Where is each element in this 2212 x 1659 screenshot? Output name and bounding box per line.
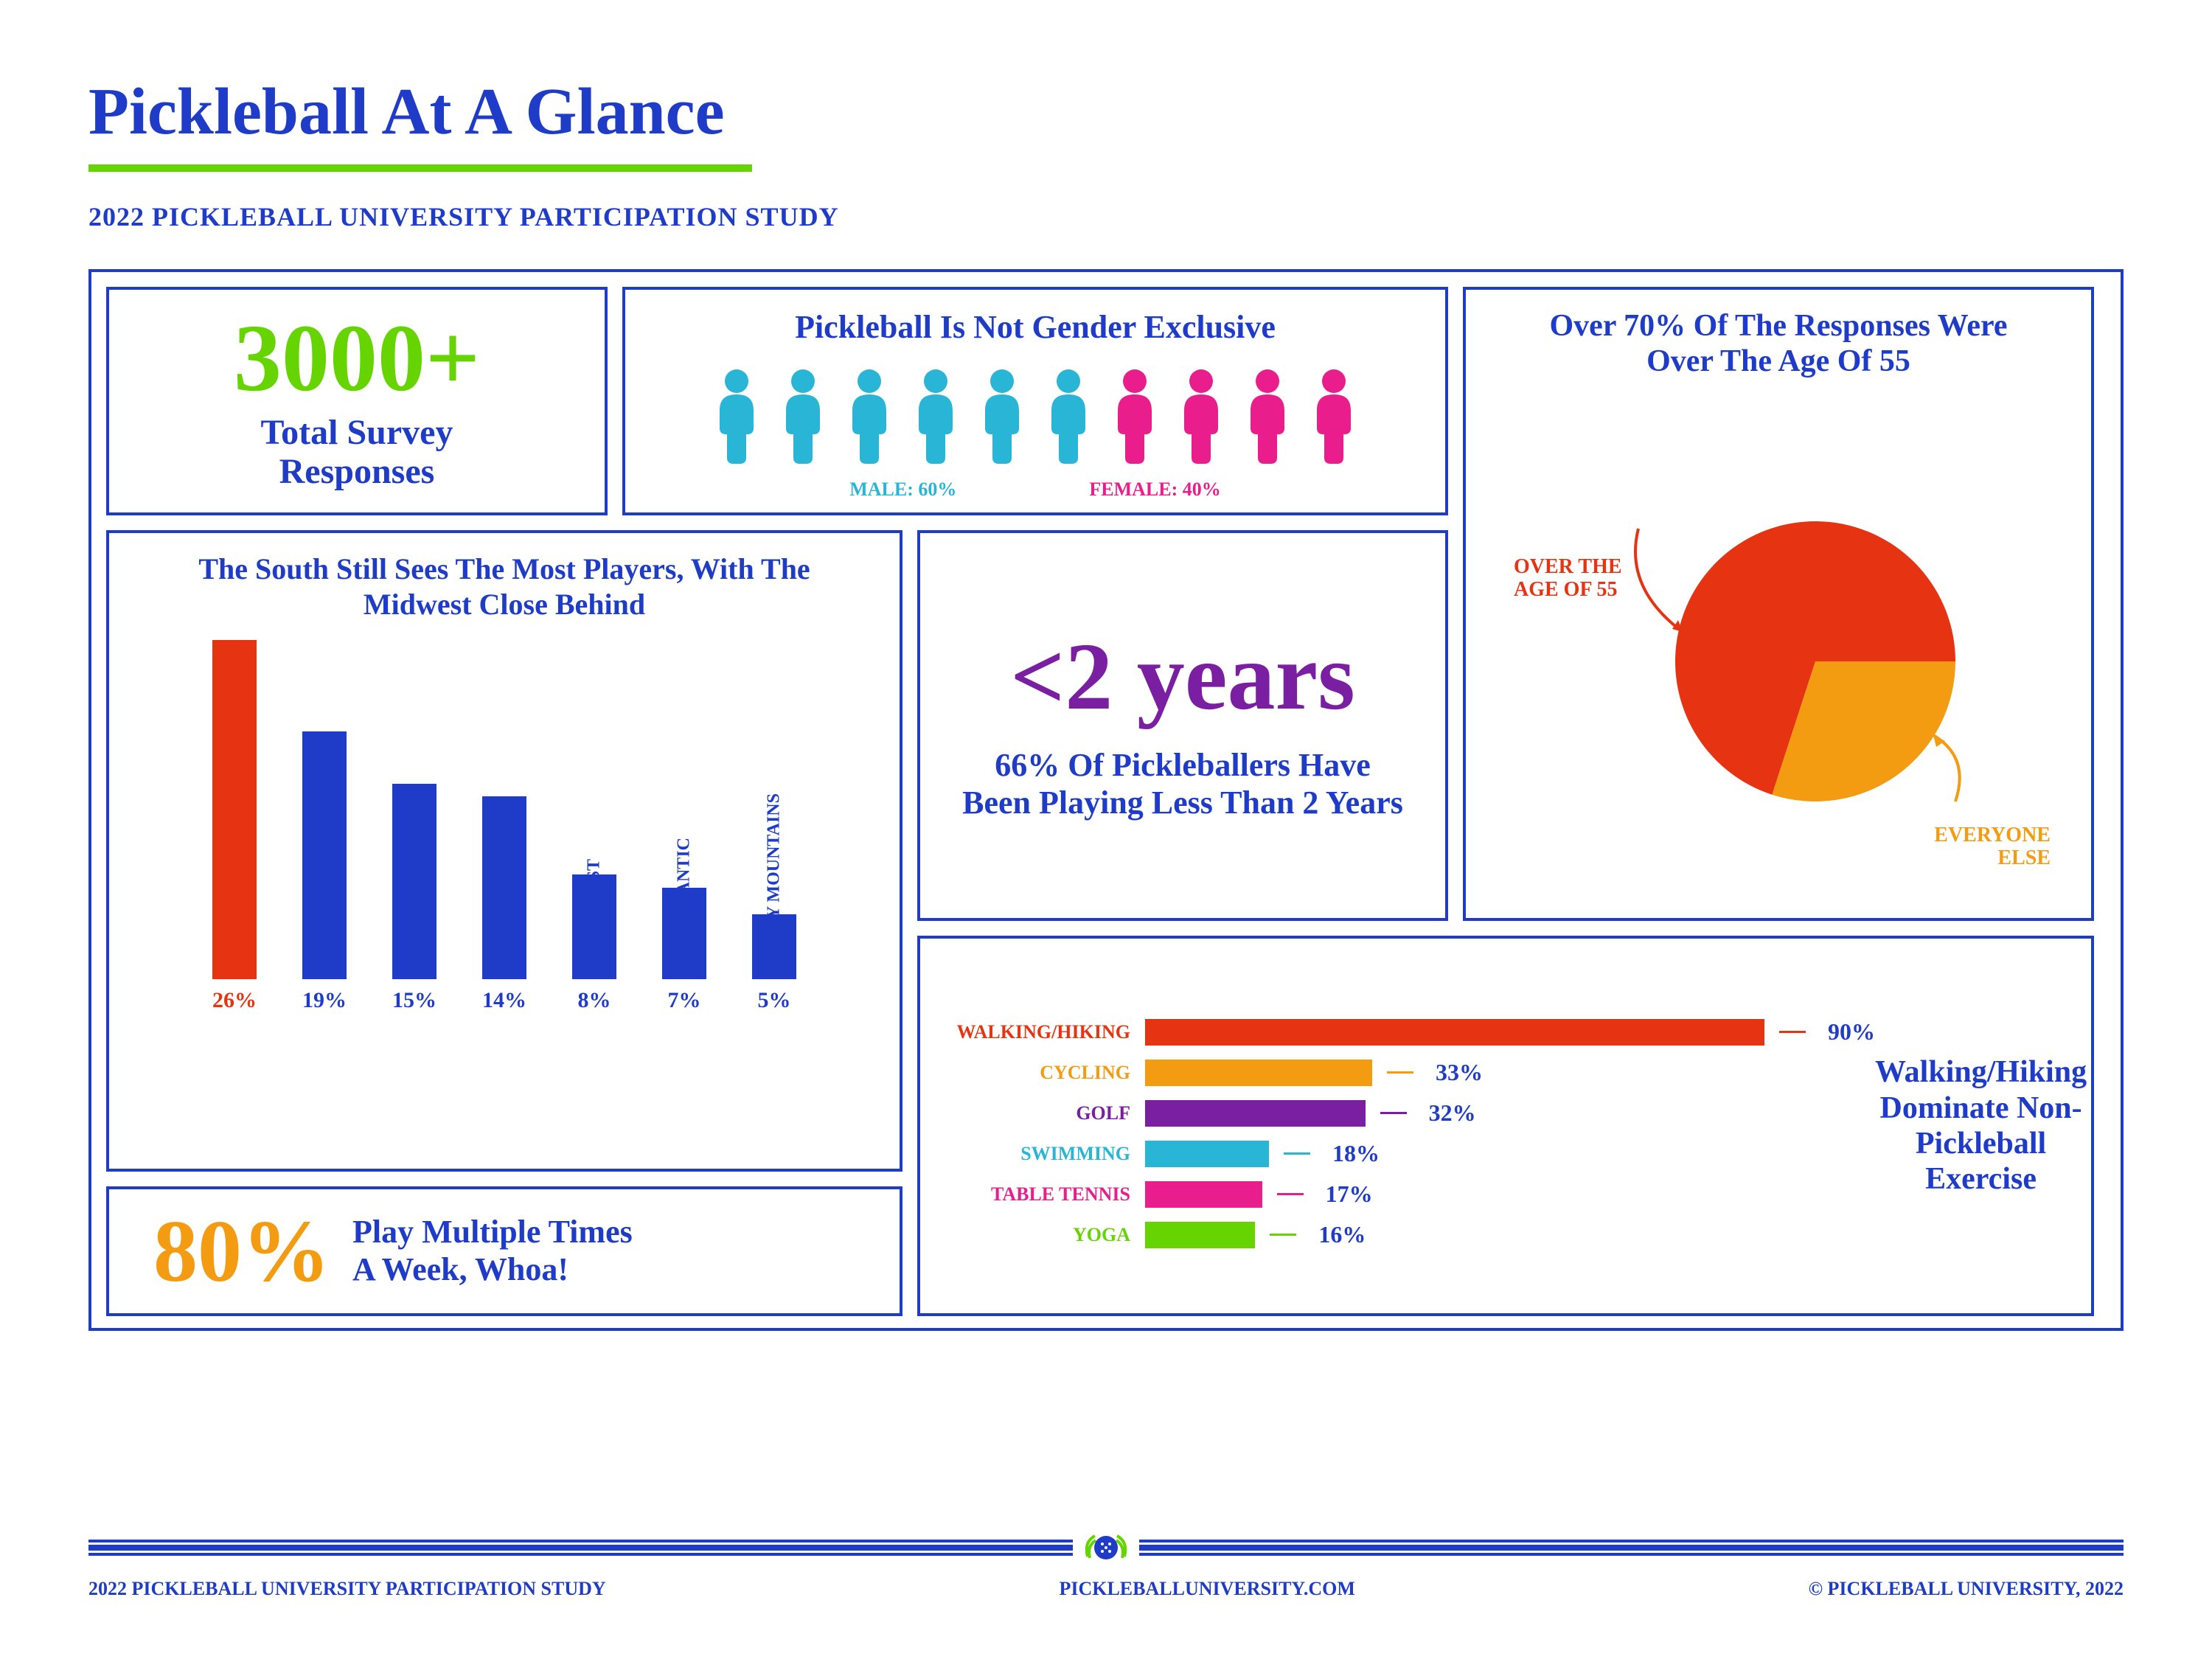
region-pct: 26% — [212, 988, 257, 1013]
gender-title: Pickleball Is Not Gender Exclusive — [795, 308, 1276, 346]
activity-pct: 33% — [1436, 1059, 1483, 1086]
footer-emblem-icon — [1073, 1526, 1139, 1570]
region-name: ROCKY MOUNTAINS — [765, 793, 785, 972]
activities-side-title: Walking/Hiking Dominate Non-Pickleball E… — [1875, 1054, 2087, 1197]
female-label: FEMALE: 40% — [1089, 479, 1220, 501]
gender-labels: MALE: 60% FEMALE: 40% — [849, 479, 1221, 501]
pie-label-else: EVERYONE ELSE — [1934, 824, 2051, 870]
panel-total-responses: 3000+ Total Survey Responses — [106, 287, 608, 515]
panel-age: Over 70% Of The Responses Were Over The … — [1463, 287, 2094, 921]
region-pct: 5% — [758, 988, 791, 1013]
person-icon — [1308, 368, 1360, 464]
gender-icons-row — [711, 368, 1360, 464]
footer-center: PICKLEBALLUNIVERSITY.COM — [1059, 1578, 1354, 1600]
region-pct: 14% — [482, 988, 526, 1013]
person-icon — [1175, 368, 1227, 464]
activity-bar — [1145, 1141, 1269, 1167]
activity-tick — [1277, 1193, 1304, 1195]
years-subtext: 66% Of Pickleballers Have Been Playing L… — [939, 747, 1427, 821]
activity-row: YOGA 16% — [939, 1221, 1875, 1248]
activity-row: CYCLING 33% — [939, 1059, 1875, 1086]
region-pct: 7% — [668, 988, 701, 1013]
activity-bar — [1145, 1181, 1262, 1208]
age-title: Over 70% Of The Responses Were Over The … — [1484, 308, 2073, 379]
footer-left: 2022 PICKLEBALL UNIVERSITY PARTICIPATION… — [88, 1578, 606, 1600]
page-subtitle: 2022 PICKLEBALL UNIVERSITY PARTICIPATION… — [88, 201, 2124, 232]
page-title: Pickleball At A Glance — [88, 74, 2124, 150]
activity-pct: 90% — [1828, 1018, 1875, 1046]
region-name: SOUTH — [225, 910, 245, 972]
activity-pct: 32% — [1429, 1099, 1476, 1127]
person-icon — [1242, 368, 1293, 464]
regions-title: The South Still Sees The Most Players, W… — [128, 552, 881, 622]
panel-gender: Pickleball Is Not Gender Exclusive MALE:… — [622, 287, 1448, 515]
region-bar: SOUTHWEST 8% — [561, 874, 627, 1013]
activity-name: GOLF — [939, 1102, 1130, 1124]
infographic-frame: 3000+ Total Survey Responses Pickleball … — [88, 269, 2124, 1331]
pie-label-over55: OVER THE AGE OF 55 — [1514, 556, 1622, 602]
person-icon — [844, 368, 895, 464]
activity-tick — [1270, 1234, 1296, 1236]
region-name: PACIFIC COAST — [495, 834, 515, 972]
person-icon — [777, 368, 829, 464]
activity-row: WALKING/HIKING 90% — [939, 1018, 1875, 1046]
activity-bar — [1145, 1222, 1255, 1248]
region-bar: ROCKY MOUNTAINS 5% — [741, 914, 807, 1013]
activity-bar — [1145, 1060, 1372, 1086]
activities-side-text: Walking/Hiking Dominate Non-Pickleball E… — [1875, 1054, 2087, 1197]
activity-row: TABLE TENNIS 17% — [939, 1180, 1875, 1208]
activity-tick — [1284, 1152, 1310, 1155]
responses-label: Total Survey Responses — [261, 414, 453, 492]
activity-name: SWIMMING — [939, 1143, 1130, 1165]
region-pct: 15% — [392, 988, 437, 1013]
activity-pct: 17% — [1326, 1180, 1373, 1208]
region-name: NORTHEAST — [405, 861, 425, 972]
frequency-value: 80% — [153, 1207, 330, 1295]
activity-tick — [1387, 1071, 1413, 1074]
region-bar: PACIFIC COAST 14% — [471, 796, 538, 1013]
activity-row: SWIMMING 18% — [939, 1140, 1875, 1167]
person-icon — [910, 368, 961, 464]
person-icon — [711, 368, 762, 464]
activities-bars: WALKING/HIKING 90% CYCLING 33% GOLF 32% … — [939, 1004, 1875, 1248]
region-bar: SOUTH 26% — [201, 640, 268, 1013]
footer-divider — [88, 1540, 2124, 1556]
person-icon — [1043, 368, 1094, 464]
activity-pct: 18% — [1332, 1140, 1380, 1167]
activity-bar — [1145, 1100, 1366, 1127]
panel-years: <2 years 66% Of Pickleballers Have Been … — [917, 530, 1448, 921]
activity-name: CYCLING — [939, 1062, 1130, 1084]
person-icon — [976, 368, 1028, 464]
panel-activities: WALKING/HIKING 90% CYCLING 33% GOLF 32% … — [917, 936, 2094, 1316]
region-name: MIDWEST — [315, 884, 335, 972]
activity-pct: 16% — [1318, 1221, 1366, 1248]
region-name: SOUTHWEST — [585, 859, 605, 972]
pie-wrap: OVER THE AGE OF 55 EVERYONE ELSE — [1484, 394, 2073, 900]
region-bar: MID-ATLANTIC 7% — [651, 888, 717, 1013]
activity-tick — [1779, 1031, 1806, 1033]
region-pct: 19% — [302, 988, 347, 1013]
responses-value: 3000+ — [234, 310, 480, 406]
region-pct: 8% — [578, 988, 611, 1013]
activity-name: YOGA — [939, 1224, 1130, 1246]
activity-tick — [1380, 1112, 1407, 1114]
activity-row: GOLF 32% — [939, 1099, 1875, 1127]
panel-regions: The South Still Sees The Most Players, W… — [106, 530, 902, 1172]
male-label: MALE: 60% — [849, 479, 956, 501]
person-icon — [1109, 368, 1161, 464]
region-bars: SOUTH 26% MIDWEST 19% NORTHEAST 15% PACI… — [179, 644, 830, 1013]
frequency-label: Play Multiple Times A Week, Whoa! — [352, 1214, 633, 1288]
age-pie-svg — [1572, 440, 1985, 853]
activity-name: WALKING/HIKING — [939, 1021, 1130, 1043]
region-name: MID-ATLANTIC — [675, 838, 695, 972]
footer-right: © PICKLEBALL UNIVERSITY, 2022 — [1809, 1578, 2124, 1600]
years-headline: <2 years — [1010, 629, 1355, 725]
panel-frequency: 80% Play Multiple Times A Week, Whoa! — [106, 1186, 902, 1316]
region-bar: MIDWEST 19% — [291, 731, 358, 1013]
region-bar: NORTHEAST 15% — [381, 784, 448, 1013]
title-underline — [88, 164, 752, 172]
activity-name: TABLE TENNIS — [939, 1183, 1130, 1206]
activity-bar — [1145, 1019, 1764, 1046]
footer: 2022 PICKLEBALL UNIVERSITY PARTICIPATION… — [88, 1540, 2124, 1600]
